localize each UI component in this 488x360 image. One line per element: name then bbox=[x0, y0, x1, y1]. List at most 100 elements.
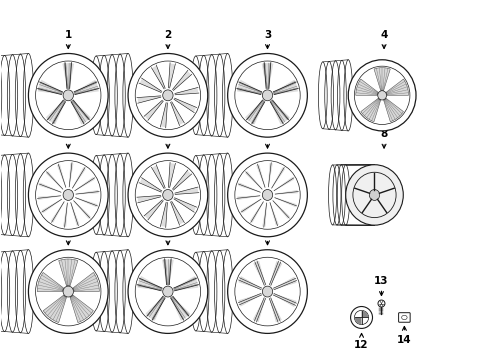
Polygon shape bbox=[73, 200, 91, 219]
Polygon shape bbox=[244, 171, 262, 190]
Ellipse shape bbox=[28, 153, 108, 237]
Polygon shape bbox=[173, 98, 196, 112]
Polygon shape bbox=[360, 98, 380, 122]
Polygon shape bbox=[168, 163, 174, 188]
Polygon shape bbox=[37, 273, 63, 292]
Polygon shape bbox=[373, 68, 389, 90]
Polygon shape bbox=[71, 100, 91, 125]
Polygon shape bbox=[50, 201, 64, 223]
Polygon shape bbox=[70, 202, 80, 226]
Polygon shape bbox=[57, 164, 66, 188]
Ellipse shape bbox=[63, 189, 73, 201]
Text: 14: 14 bbox=[396, 327, 411, 345]
Polygon shape bbox=[354, 318, 361, 324]
Text: 11: 11 bbox=[260, 226, 274, 245]
Circle shape bbox=[350, 306, 372, 328]
Ellipse shape bbox=[163, 90, 173, 101]
FancyBboxPatch shape bbox=[398, 313, 409, 322]
Polygon shape bbox=[161, 202, 167, 227]
Text: 3: 3 bbox=[264, 30, 270, 49]
Polygon shape bbox=[41, 199, 62, 213]
Polygon shape bbox=[172, 71, 190, 91]
Text: 4: 4 bbox=[380, 30, 387, 49]
Polygon shape bbox=[46, 100, 65, 125]
Ellipse shape bbox=[377, 91, 386, 100]
Ellipse shape bbox=[262, 90, 272, 101]
Text: 13: 13 bbox=[373, 276, 388, 296]
Polygon shape bbox=[170, 296, 190, 321]
Polygon shape bbox=[385, 79, 407, 95]
Polygon shape bbox=[145, 296, 165, 321]
Text: 8: 8 bbox=[380, 129, 387, 148]
Text: 12: 12 bbox=[354, 333, 368, 350]
Polygon shape bbox=[252, 297, 265, 322]
Polygon shape bbox=[383, 98, 403, 122]
Ellipse shape bbox=[128, 54, 207, 137]
Circle shape bbox=[377, 300, 384, 307]
Polygon shape bbox=[238, 276, 262, 290]
Polygon shape bbox=[38, 80, 63, 95]
Polygon shape bbox=[38, 195, 61, 200]
Ellipse shape bbox=[63, 90, 73, 101]
Polygon shape bbox=[168, 64, 174, 89]
Polygon shape bbox=[269, 297, 281, 322]
Polygon shape bbox=[144, 199, 163, 219]
Ellipse shape bbox=[28, 54, 108, 137]
Text: 2: 2 bbox=[164, 30, 171, 49]
Polygon shape bbox=[46, 171, 63, 190]
Polygon shape bbox=[172, 171, 190, 190]
Text: 5: 5 bbox=[64, 129, 72, 148]
Polygon shape bbox=[253, 261, 265, 286]
Polygon shape bbox=[173, 276, 198, 291]
Polygon shape bbox=[269, 202, 278, 226]
Polygon shape bbox=[262, 202, 266, 227]
Ellipse shape bbox=[227, 250, 307, 333]
Polygon shape bbox=[272, 200, 289, 219]
Polygon shape bbox=[249, 201, 264, 223]
Polygon shape bbox=[174, 188, 198, 194]
Polygon shape bbox=[269, 261, 282, 286]
Polygon shape bbox=[237, 80, 262, 95]
Polygon shape bbox=[70, 295, 93, 323]
Polygon shape bbox=[62, 63, 74, 89]
Polygon shape bbox=[272, 80, 297, 95]
Polygon shape bbox=[63, 202, 68, 227]
Polygon shape bbox=[74, 177, 95, 191]
Polygon shape bbox=[174, 88, 198, 95]
Ellipse shape bbox=[128, 250, 207, 333]
Polygon shape bbox=[273, 177, 294, 191]
Polygon shape bbox=[137, 195, 161, 202]
Text: 9: 9 bbox=[64, 226, 72, 245]
Polygon shape bbox=[274, 190, 297, 194]
Ellipse shape bbox=[262, 189, 272, 201]
Polygon shape bbox=[237, 195, 260, 200]
Ellipse shape bbox=[63, 286, 73, 297]
Text: 10: 10 bbox=[161, 226, 175, 245]
Text: 7: 7 bbox=[264, 129, 271, 148]
Text: 6: 6 bbox=[164, 129, 171, 148]
Polygon shape bbox=[267, 163, 272, 188]
Polygon shape bbox=[261, 63, 273, 89]
Polygon shape bbox=[256, 164, 265, 188]
Polygon shape bbox=[161, 102, 167, 127]
Polygon shape bbox=[43, 295, 66, 323]
Text: 1: 1 bbox=[64, 30, 72, 49]
Polygon shape bbox=[269, 100, 289, 125]
Ellipse shape bbox=[347, 60, 415, 131]
Polygon shape bbox=[39, 183, 61, 193]
Polygon shape bbox=[74, 80, 99, 95]
Polygon shape bbox=[137, 276, 162, 291]
Polygon shape bbox=[241, 199, 261, 213]
Polygon shape bbox=[244, 100, 264, 125]
Ellipse shape bbox=[163, 189, 173, 201]
Polygon shape bbox=[238, 183, 260, 193]
Polygon shape bbox=[140, 179, 162, 192]
Polygon shape bbox=[152, 166, 165, 189]
Polygon shape bbox=[144, 100, 163, 120]
Polygon shape bbox=[162, 259, 173, 285]
Polygon shape bbox=[355, 79, 377, 95]
Polygon shape bbox=[170, 201, 183, 224]
Polygon shape bbox=[73, 273, 99, 292]
Polygon shape bbox=[140, 79, 162, 93]
Ellipse shape bbox=[262, 286, 272, 297]
